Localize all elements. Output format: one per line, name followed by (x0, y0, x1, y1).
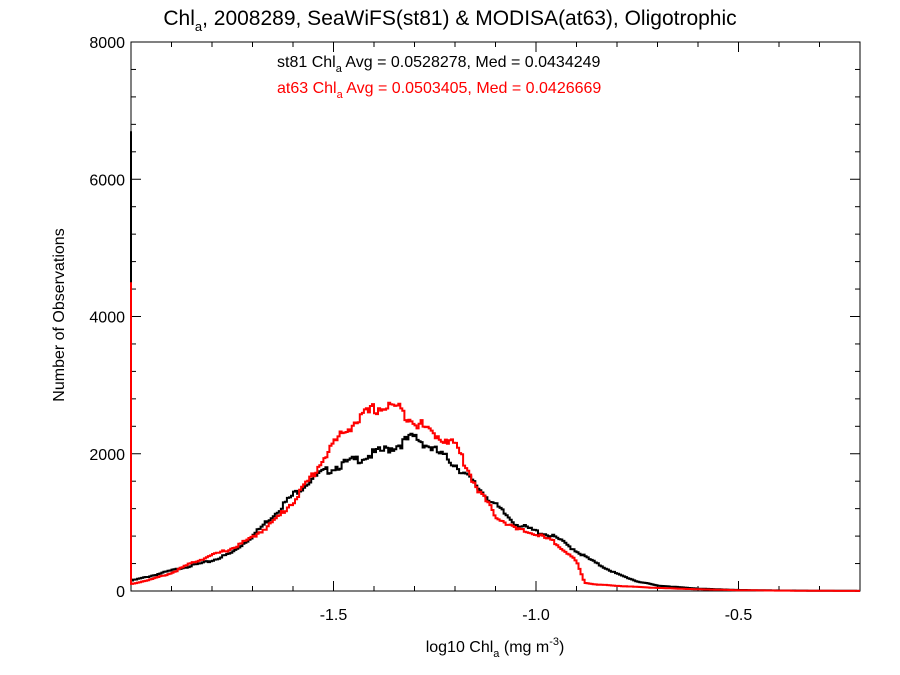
y-tick-label: 8000 (89, 35, 125, 52)
y-tick-label: 0 (116, 584, 125, 601)
x-tick-label: -0.5 (725, 607, 753, 624)
plot-frame (130, 41, 861, 592)
x-axis-label: log10 Chla (mg m-3) (425, 636, 565, 660)
annotation-st81: st81 Chla Avg = 0.0528278, Med = 0.04342… (277, 54, 601, 75)
x-tick-label: -1.5 (320, 607, 348, 624)
y-axis-label: Number of Observations (51, 228, 68, 402)
annotation-at63: at63 Chla Avg = 0.0503405, Med = 0.04266… (277, 80, 602, 101)
axis-ticks: 0 2000 4000 6000 8000 -1.5 -1.0 -0.5 (89, 35, 861, 624)
y-tick-label: 2000 (89, 447, 125, 464)
y-tick-label: 4000 (89, 310, 125, 327)
x-tick-label: -1.0 (522, 607, 550, 624)
series-st81-line (130, 131, 860, 592)
y-tick-label: 6000 (89, 172, 125, 189)
series-at63-line (130, 282, 860, 592)
chart-title: Chla, 2008289, SeaWiFS(st81) & MODISA(at… (163, 7, 737, 34)
series-layer (130, 131, 860, 592)
